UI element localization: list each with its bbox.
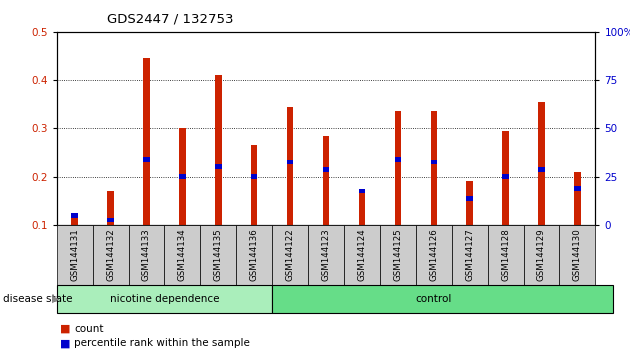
Text: GSM144130: GSM144130 <box>573 228 582 281</box>
Bar <box>574 186 581 191</box>
FancyBboxPatch shape <box>488 225 524 285</box>
Bar <box>466 196 473 201</box>
FancyBboxPatch shape <box>452 225 488 285</box>
Bar <box>430 160 437 165</box>
FancyBboxPatch shape <box>236 225 272 285</box>
Bar <box>394 157 401 162</box>
Bar <box>502 174 509 179</box>
Bar <box>430 112 437 225</box>
Text: ▶: ▶ <box>52 294 59 304</box>
Bar <box>574 172 581 225</box>
FancyBboxPatch shape <box>57 225 93 285</box>
Text: GSM144135: GSM144135 <box>214 228 223 281</box>
FancyBboxPatch shape <box>272 225 308 285</box>
Text: ■: ■ <box>60 338 71 348</box>
Text: percentile rank within the sample: percentile rank within the sample <box>74 338 250 348</box>
FancyBboxPatch shape <box>308 225 344 285</box>
Bar <box>215 75 222 225</box>
FancyBboxPatch shape <box>129 225 164 285</box>
Text: GSM144125: GSM144125 <box>393 228 403 281</box>
Text: ■: ■ <box>60 324 71 333</box>
Bar <box>179 174 186 179</box>
FancyBboxPatch shape <box>559 225 595 285</box>
Text: GSM144136: GSM144136 <box>249 228 259 281</box>
Text: GSM144127: GSM144127 <box>465 228 474 281</box>
Text: GSM144122: GSM144122 <box>285 228 295 281</box>
Bar <box>538 102 545 225</box>
Text: control: control <box>416 294 452 304</box>
Text: GSM144131: GSM144131 <box>70 228 79 281</box>
Bar <box>71 215 78 225</box>
Bar <box>538 167 545 172</box>
Text: GSM144126: GSM144126 <box>429 228 438 281</box>
Text: GSM144132: GSM144132 <box>106 228 115 281</box>
Bar <box>179 129 186 225</box>
Text: GSM144123: GSM144123 <box>321 228 331 281</box>
FancyBboxPatch shape <box>344 225 380 285</box>
Bar <box>251 174 258 179</box>
Text: nicotine dependence: nicotine dependence <box>110 294 219 304</box>
Bar <box>358 189 365 193</box>
Bar <box>394 112 401 225</box>
FancyBboxPatch shape <box>416 225 452 285</box>
Bar <box>71 213 78 218</box>
Bar <box>502 131 509 225</box>
Bar <box>287 160 294 165</box>
Bar <box>215 165 222 169</box>
Text: GSM144129: GSM144129 <box>537 229 546 281</box>
Bar <box>143 58 150 225</box>
Text: GSM144134: GSM144134 <box>178 228 187 281</box>
Bar <box>287 107 294 225</box>
Bar <box>143 157 150 162</box>
Text: disease state: disease state <box>3 294 72 304</box>
FancyBboxPatch shape <box>93 225 129 285</box>
FancyBboxPatch shape <box>524 225 559 285</box>
Text: GSM144124: GSM144124 <box>357 228 367 281</box>
FancyBboxPatch shape <box>57 285 272 313</box>
Text: GSM144128: GSM144128 <box>501 228 510 281</box>
Bar <box>358 191 365 225</box>
Bar <box>323 136 329 225</box>
Bar <box>251 145 258 225</box>
Text: GDS2447 / 132753: GDS2447 / 132753 <box>107 12 234 25</box>
Bar <box>323 167 329 172</box>
FancyBboxPatch shape <box>200 225 236 285</box>
Bar <box>107 218 114 222</box>
FancyBboxPatch shape <box>164 225 200 285</box>
FancyBboxPatch shape <box>272 285 613 313</box>
Bar <box>107 191 114 225</box>
Text: GSM144133: GSM144133 <box>142 228 151 281</box>
Bar <box>466 181 473 225</box>
FancyBboxPatch shape <box>380 225 416 285</box>
Text: count: count <box>74 324 104 333</box>
